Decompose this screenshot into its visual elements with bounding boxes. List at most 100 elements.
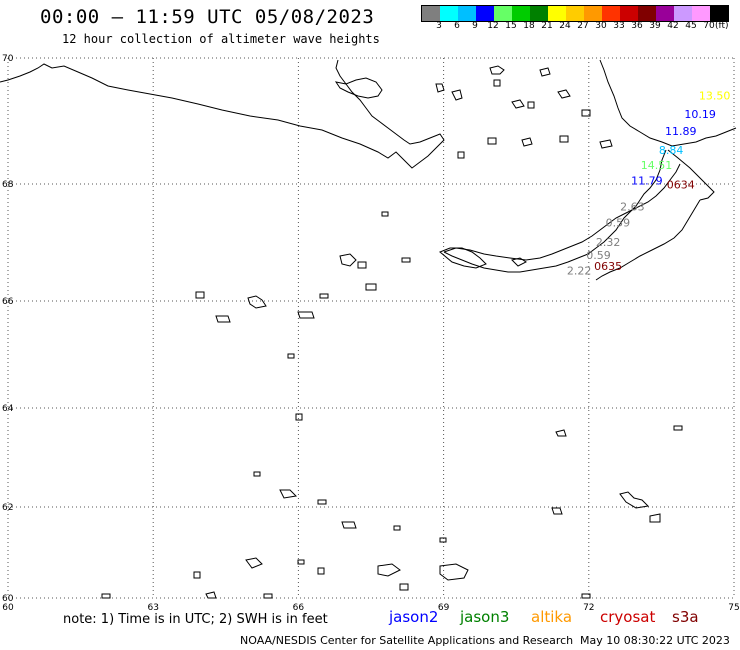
- colorbar-swatch: [656, 6, 674, 21]
- island-ak: [551, 507, 563, 515]
- colorbar-swatch: [692, 6, 710, 21]
- colorbar-label: 24: [559, 21, 571, 31]
- lat-tick-label: 66: [2, 297, 14, 307]
- island-an: [439, 537, 447, 543]
- colorbar-label: 21: [541, 21, 553, 31]
- island-g: [539, 67, 551, 77]
- island-t: [357, 261, 367, 269]
- coastline-east: [599, 59, 737, 147]
- footer-note: note: 1) Time is in UTC; 2) SWH is in fe…: [63, 612, 328, 627]
- island-n: [599, 139, 613, 149]
- island-a: [334, 77, 383, 99]
- colorbar-swatch: [440, 6, 458, 21]
- island-ai: [619, 491, 650, 509]
- coastline: [0, 59, 737, 599]
- lat-lon-grid: [7, 57, 735, 599]
- colorbar-swatch: [422, 6, 440, 21]
- lon-tick-label: 60: [2, 603, 14, 613]
- lat-tick-label: 70: [2, 54, 14, 64]
- island-j: [581, 109, 591, 117]
- wave-height-label: 8.84: [659, 144, 684, 157]
- wave-height-label: 10.19: [684, 108, 716, 121]
- observations-layer: 13.5010.1911.898.8414.5111.792.630.592.3…: [567, 90, 731, 278]
- island-o: [457, 151, 465, 159]
- credit-text: NOAA/NESDIS Center for Satellite Applica…: [240, 634, 574, 647]
- satellite-legend-item: jason3: [460, 608, 510, 626]
- island-ag: [317, 499, 327, 505]
- satellite-legend-item: jason2: [389, 608, 439, 626]
- generation-timestamp: May 10 08:30:22 UTC 2023: [580, 634, 730, 647]
- colorbar-label: 3: [436, 21, 442, 31]
- colorbar-label: 30: [595, 21, 607, 31]
- wave-height-label: 2.32: [596, 236, 621, 249]
- lat-tick-label: 68: [2, 180, 14, 190]
- island-af: [279, 489, 298, 499]
- island-aj: [649, 513, 661, 523]
- colorbar-swatch: [620, 6, 638, 21]
- wave-height-label: 2.22: [567, 265, 592, 278]
- island-au: [101, 593, 111, 599]
- lat-tick-label: 64: [2, 404, 14, 414]
- island-ae: [673, 425, 683, 431]
- island-ax: [399, 583, 409, 591]
- island-aq: [377, 563, 401, 577]
- satellite-legend-item: altika: [531, 608, 573, 626]
- island-aa: [297, 311, 315, 319]
- colorbar-label: 18: [523, 21, 535, 31]
- pass-time-label: 0635: [594, 260, 622, 273]
- coastline-mainland: [0, 59, 445, 169]
- colorbar-label: 9: [472, 21, 478, 31]
- lon-tick-label: 75: [728, 603, 739, 613]
- colorbar-swatch: [512, 6, 530, 21]
- lon-tick-label: 69: [438, 603, 450, 613]
- colorbar-labels: 3 6 9 12 15 18 21 24 27 30 33 36 39 42 45 70: [421, 21, 740, 35]
- island-e: [511, 99, 525, 109]
- island-w: [247, 295, 267, 309]
- colorbar-label: 12: [487, 21, 499, 31]
- wave-height-label: 13.50: [699, 90, 731, 103]
- colorbar-label: 45: [685, 21, 697, 31]
- colorbar-swatch: [566, 6, 584, 21]
- coastline-east-lower: [595, 199, 701, 281]
- island-ap: [297, 559, 305, 565]
- colorbar-swatch: [458, 6, 476, 21]
- colorbar-label: 70: [703, 21, 715, 31]
- island-p: [381, 211, 389, 217]
- island-ad: [555, 429, 567, 437]
- island-r: [511, 257, 527, 267]
- coastline-east-peninsula: [667, 149, 715, 201]
- wave-height-label: 0.59: [586, 249, 611, 262]
- island-ao: [245, 557, 263, 569]
- map-subtitle: 12 hour collection of altimeter wave hei…: [62, 32, 380, 46]
- island-ac: [295, 413, 303, 421]
- colorbar-swatch: [602, 6, 620, 21]
- colorbar-swatch: [710, 6, 728, 21]
- island-ah: [253, 471, 261, 477]
- satellite-legend-item: cryosat: [600, 608, 656, 626]
- island-am: [393, 525, 401, 531]
- colorbar-swatch: [530, 6, 548, 21]
- wave-height-label: 14.51: [641, 159, 673, 172]
- lon-tick-label: 66: [293, 603, 305, 613]
- lat-tick-label: 60: [2, 594, 14, 604]
- island-aw: [263, 593, 273, 599]
- colorbar-label: 15: [505, 21, 517, 31]
- island-l: [521, 137, 533, 147]
- island-ar: [439, 563, 469, 581]
- wave-height-label: 11.79: [631, 175, 663, 188]
- lon-tick-label: 63: [147, 603, 158, 613]
- island-x: [319, 293, 329, 299]
- island-ay: [581, 593, 591, 599]
- wave-height-label: 11.89: [665, 125, 697, 138]
- coastline-gulf: [443, 163, 681, 261]
- colorbar-label: 6: [454, 21, 460, 31]
- island-ab: [287, 353, 295, 359]
- colorbar-label: 42: [667, 21, 679, 31]
- lon-tick-label: 72: [583, 603, 594, 613]
- island-c: [435, 83, 445, 93]
- island-q: [439, 247, 487, 269]
- colorbar-swatch: [584, 6, 602, 21]
- colorbar-swatch: [674, 6, 692, 21]
- island-z: [215, 315, 231, 323]
